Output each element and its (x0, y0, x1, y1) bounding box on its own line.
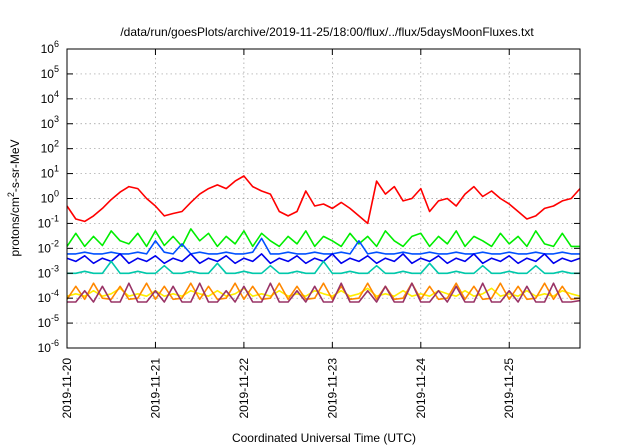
x-tick-label: 2019-11-22 (237, 358, 251, 419)
y-tick-exponent: 4 (54, 89, 59, 99)
grid (67, 49, 580, 348)
y-tick-label: 10-5 (38, 313, 59, 330)
x-tick-label: 2019-11-21 (148, 358, 162, 419)
y-tick-exponent: -2 (51, 238, 59, 248)
series-line-1 (66, 175, 581, 225)
y-tick-base: 10 (38, 341, 52, 355)
y-tick-base: 10 (38, 291, 52, 305)
x-tick-label: 2019-11-25 (502, 358, 516, 419)
y-tick-label: 10-3 (38, 263, 59, 280)
y-tick-exponent: 5 (54, 64, 59, 74)
y-tick-exponent: -3 (51, 263, 59, 273)
x-tick-label: 2019-11-23 (325, 358, 339, 419)
x-axis: 2019-11-20 2019-11-21 2019-11-22 2019-11-23… (60, 49, 516, 419)
y-tick-base: 10 (41, 167, 55, 181)
y-tick-label: 101 (41, 164, 59, 181)
y-tick-base: 10 (38, 316, 52, 330)
y-tick-exponent: 1 (54, 164, 59, 174)
y-tick-label: 102 (41, 139, 59, 156)
y-tick-exponent: 0 (54, 189, 59, 199)
y-tick-base: 10 (38, 216, 52, 230)
y-tick-base: 10 (41, 117, 55, 131)
y-axis-label: protons/cm2-s-sr-MeV (6, 139, 22, 256)
y-tick-label: 10-6 (38, 338, 59, 355)
y-tick-base: 10 (41, 192, 55, 206)
y-tick-label: 100 (41, 189, 59, 206)
y-tick-exponent: 2 (54, 139, 59, 149)
y-tick-label: 10-1 (38, 213, 59, 230)
y-tick-exponent: 3 (54, 114, 59, 124)
y-axis: 10610510410310210110010-110-210-310-410-… (38, 39, 580, 355)
y-tick-base: 10 (41, 142, 55, 156)
series-line-5 (67, 260, 580, 275)
y-tick-exponent: -5 (51, 313, 59, 323)
series-line-3 (67, 237, 580, 255)
y-tick-exponent: -4 (51, 288, 59, 298)
x-tick-label: 2019-11-20 (60, 358, 74, 419)
chart-title: /data/run/goesPlots/archive/2019-11-25/1… (120, 25, 534, 39)
y-tick-exponent: -1 (51, 213, 59, 223)
y-tick-base: 10 (38, 241, 52, 255)
y-tick-exponent: -6 (51, 338, 59, 348)
series-line-2 (66, 228, 580, 248)
x-axis-label: Coordinated Universal Time (UTC) (232, 431, 416, 445)
series-line-8 (67, 282, 581, 303)
y-axis-label-sup: 2 (6, 192, 16, 197)
y-tick-base: 10 (38, 266, 52, 280)
y-axis-label-prefix: protons/cm (8, 197, 22, 256)
y-tick-base: 10 (41, 92, 55, 106)
y-tick-exponent: 6 (54, 39, 59, 49)
y-tick-label: 103 (41, 114, 59, 131)
y-tick-label: 105 (41, 64, 59, 81)
y-tick-label: 10-4 (38, 288, 59, 305)
y-axis-label-suffix: -s-sr-MeV (8, 139, 22, 192)
series-line-7 (66, 282, 581, 301)
y-tick-label: 106 (41, 39, 59, 56)
x-tick-label: 2019-11-24 (414, 358, 428, 419)
y-tick-base: 10 (41, 42, 55, 56)
y-tick-base: 10 (41, 67, 55, 81)
y-tick-label: 10-2 (38, 238, 59, 255)
series-layer (66, 175, 581, 303)
y-tick-label: 104 (41, 89, 59, 106)
